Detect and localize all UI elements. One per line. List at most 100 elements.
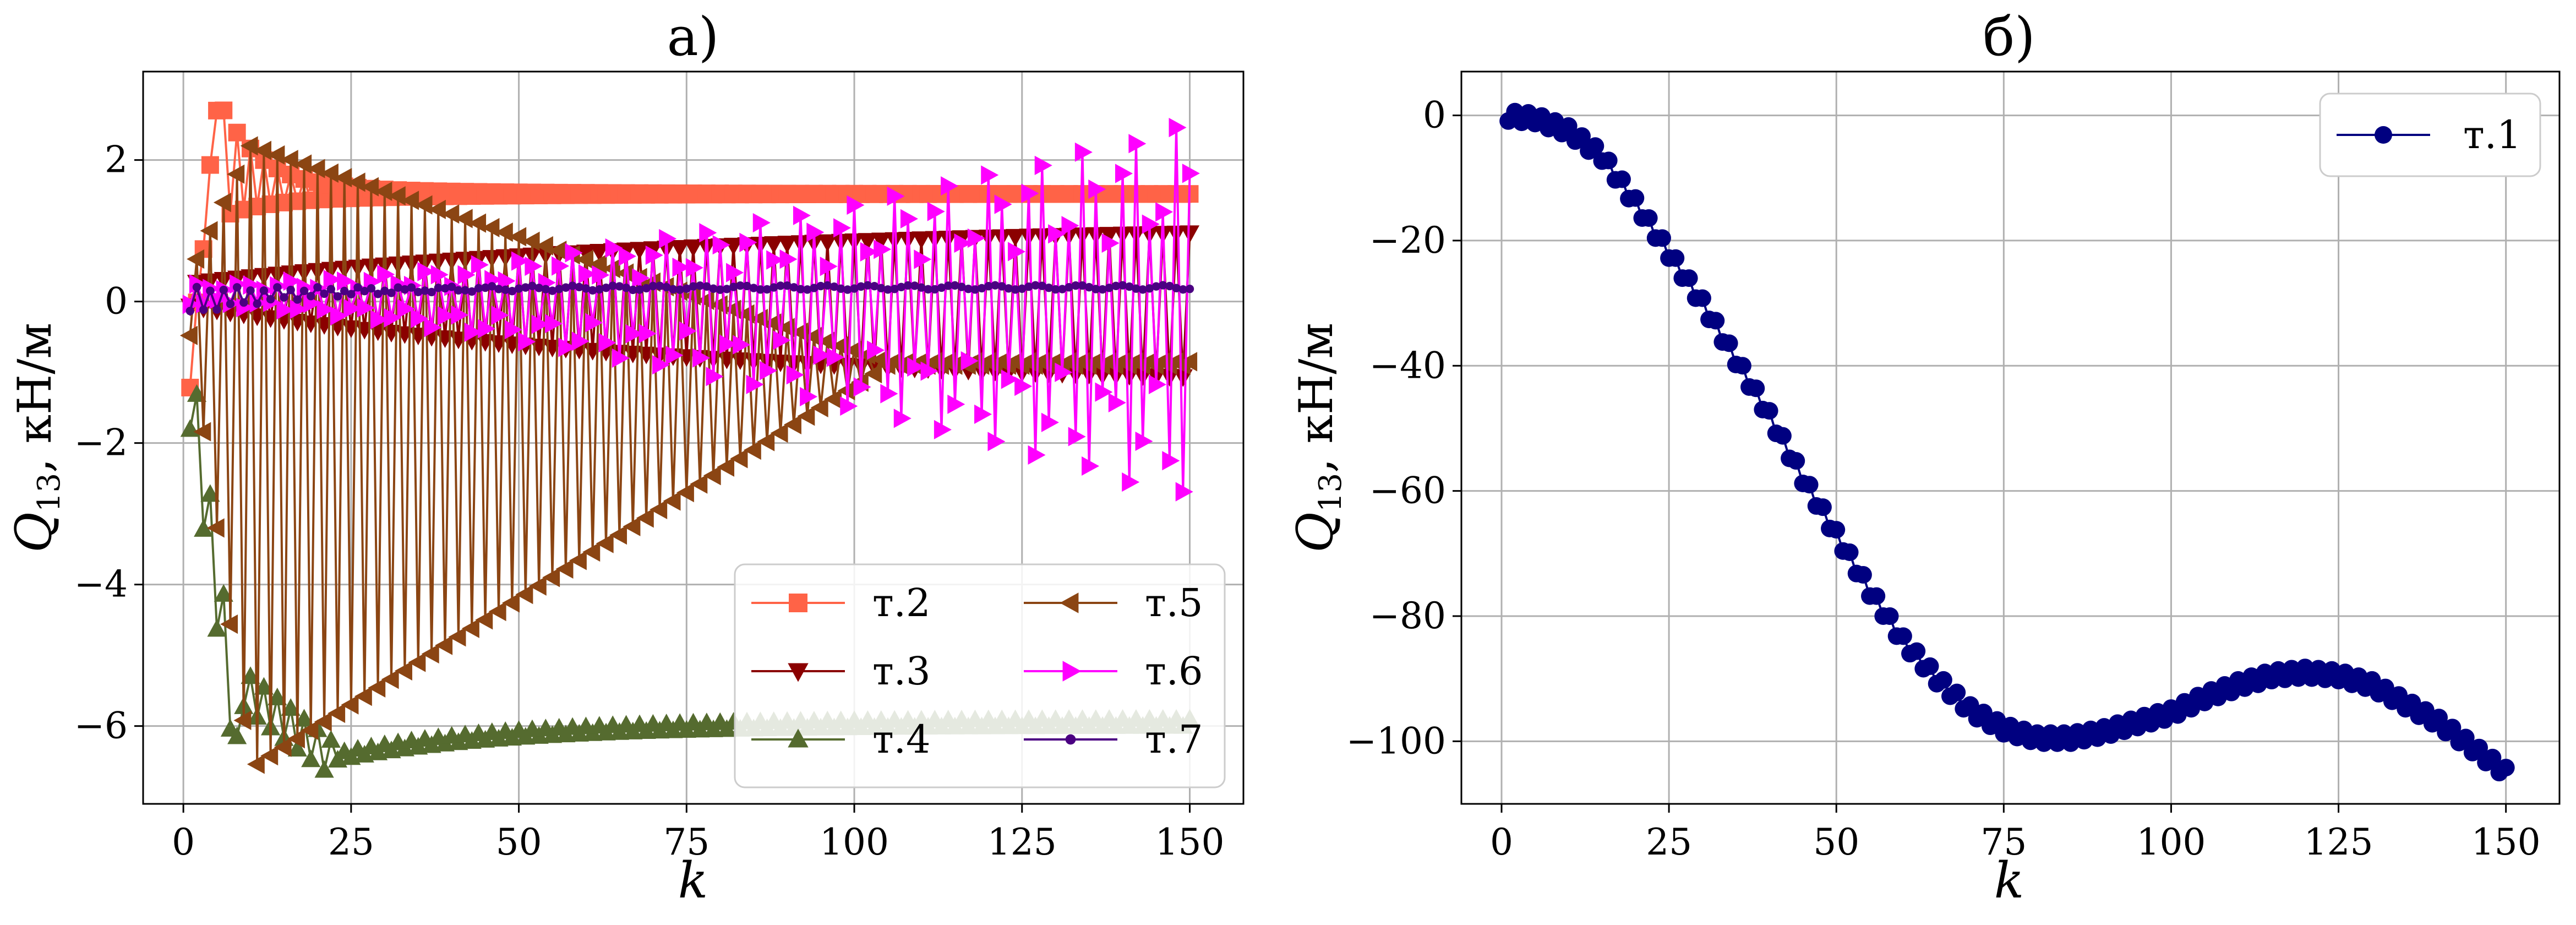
panel-a-data-point (1165, 281, 1174, 291)
panel-b-title: б) (1983, 6, 2035, 68)
panel-a-data-point (763, 313, 782, 333)
panel-a-data-point (448, 627, 466, 647)
panel-b-data-point (1894, 627, 1912, 645)
panel-a-data-point (215, 101, 233, 119)
panel-a-data-point (1108, 393, 1126, 412)
panel-a-data-point (334, 168, 352, 188)
panel-a-data-point (897, 282, 906, 292)
panel-a-data-point (1135, 431, 1153, 451)
panel-a-xtick-label: 25 (328, 821, 374, 863)
panel-a-data-point (608, 281, 617, 290)
panel-a-data-point (1115, 164, 1133, 183)
panel-a-data-point (281, 698, 301, 716)
panel-b-frame (1460, 70, 2561, 805)
panel-a-data-point (1019, 228, 1039, 247)
panel-b-ylabel: Q13, кН/м (1286, 323, 1349, 553)
panel-a-data-point (941, 176, 959, 196)
panel-a-data-point (766, 250, 784, 270)
panel-a-data-point (219, 285, 228, 295)
panel-a-ytick-label: −2 (74, 422, 128, 464)
panel-a-data-point (565, 243, 583, 263)
panel-b-xlabel: k (1994, 852, 2024, 910)
panel-a-data-point (464, 322, 482, 342)
panel-a-data-point (883, 285, 892, 294)
panel-a-data-point (548, 286, 557, 295)
panel-b-data-point (1787, 452, 1805, 470)
panel-a-data-point (427, 287, 436, 297)
panel-a-data-point (501, 593, 520, 613)
legend-label: т.7 (1145, 717, 1203, 762)
panel-a-xlabel: k (678, 852, 708, 910)
panel-a-data-point (636, 508, 654, 528)
panel-a-frame (142, 70, 1245, 805)
panel-a-data-point (286, 285, 295, 295)
panel-a-data-point (509, 227, 527, 247)
panel-b-data-point (1680, 269, 1698, 287)
panel-a-data-point (347, 172, 365, 192)
panel-a-data-point (717, 457, 735, 477)
panel-a-data-point (679, 321, 697, 341)
panel-a-ylabel-unit: , кН/м (8, 323, 62, 473)
panel-a-data-point (783, 281, 792, 290)
panel-a-data-point (619, 246, 637, 266)
panel-a-data-point (482, 217, 500, 238)
panel-a-data-point (937, 283, 946, 292)
panel-b-data-point (2430, 709, 2448, 727)
panel-a-ytick-label: 2 (105, 139, 128, 181)
panel-a-ylabel: Q13, кН/м (5, 323, 67, 553)
panel-a-data-point (571, 331, 590, 351)
panel-b-data-point (1600, 151, 1618, 170)
panel-a-data-point (629, 285, 637, 295)
legend-label: т.3 (872, 649, 931, 694)
panel-b-ylabel-unit: , кН/м (1289, 323, 1343, 473)
panel-b-data-point (1733, 357, 1751, 375)
legend-marker (788, 663, 809, 682)
panel-a-data-point (206, 286, 215, 295)
panel-a-ylabel-sub: 13 (31, 473, 67, 512)
panel-a-data-point (1048, 224, 1066, 244)
panel-a-data-point (314, 760, 334, 778)
panel-a-data-point (1065, 283, 1073, 292)
panel-a-data-point (1166, 225, 1186, 243)
panel-a-data-point (370, 309, 389, 330)
panel-a-data-point (817, 331, 835, 351)
panel-a-data-point (645, 245, 663, 265)
panel-a-data-point (685, 258, 703, 278)
panel-a-data-point (227, 164, 245, 184)
panel-a-data-point (709, 284, 718, 293)
panel-a-data-point (280, 293, 288, 302)
panel-a-data-point (428, 199, 446, 220)
panel-a-data-point (974, 404, 992, 424)
panel-a-data-point (254, 268, 274, 286)
panel-a-data-point (1032, 228, 1052, 246)
panel-a-data-point (1018, 284, 1027, 293)
panel-b: б) 0 25 50 75 100 125 150 −100 −80 −60 −40 −20 0 k Q… (1286, 6, 2561, 910)
panel-b-xtick-label: 125 (2304, 821, 2373, 863)
panel-a-data-point (421, 644, 439, 664)
panel-a-data-point (397, 299, 415, 319)
panel-b-data-point (2443, 719, 2462, 737)
panel-a-data-point (518, 331, 536, 352)
panel-a-legend-box (734, 563, 1226, 788)
panel-a-ytick-label: −4 (74, 563, 128, 606)
panel-b-xtick-label: 100 (2136, 821, 2206, 863)
panel-a-data-point (800, 387, 818, 406)
panel-a-data-point (521, 283, 530, 292)
legend-marker (2375, 126, 2392, 144)
panel-a-data-point (970, 285, 980, 294)
panel-a-data-point (316, 300, 335, 319)
panel-a-data-point (321, 262, 341, 280)
panel-b-data-point (1559, 117, 1578, 135)
panel-a-data-point (676, 482, 694, 503)
panel-a-data-point (960, 351, 979, 371)
panel-a-data-point (187, 249, 205, 269)
panel-a-data-point (860, 242, 878, 262)
panel-a-data-point (803, 285, 812, 294)
panel-b-data-point (1841, 543, 1859, 562)
panel-a-data-point (301, 720, 319, 740)
panel-a-data-point (471, 255, 489, 275)
panel-a-data-point (836, 284, 845, 293)
panel-a-data-point (934, 420, 952, 439)
panel-a-data-point (1105, 284, 1114, 292)
panel-a-data-point (340, 286, 349, 296)
